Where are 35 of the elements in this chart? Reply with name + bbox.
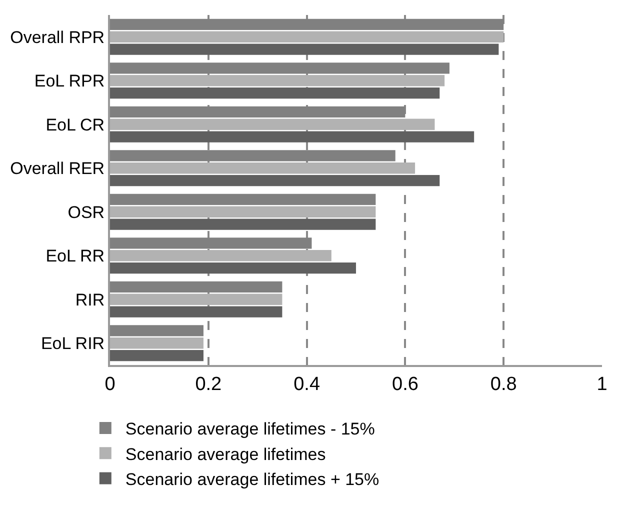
y-tick-label: EoL RR [46,246,105,266]
bar [110,44,499,55]
y-tick-label: EoL RPR [34,72,105,91]
legend-label: Scenario average lifetimes [125,444,326,464]
bar [110,31,504,42]
bar [110,75,445,86]
bar [110,131,474,142]
bar [110,338,204,349]
bar [110,174,440,186]
legend-label: Scenario average lifetimes + 15% [125,470,380,489]
y-tick-label: Overall RER [10,159,105,178]
bar [110,206,376,218]
y-tick-label: Overall RPR [10,28,105,47]
y-tick-label: EoL CR [46,115,105,134]
bar [110,325,204,336]
x-tick-label: 0.4 [294,374,320,395]
bar [110,262,356,274]
y-tick-label: EoL RIR [40,334,105,354]
y-tick-label: RIR [75,290,105,310]
x-tick-label: 0.8 [490,374,517,395]
bar [110,350,204,362]
bar [110,218,376,230]
y-tick-label: OSR [68,202,105,222]
legend-label: Scenario average lifetimes - 15% [125,420,375,439]
bar [110,118,435,130]
bar [110,162,416,174]
x-tick-label: 0 [104,374,116,395]
bar [110,294,282,305]
bar [110,87,440,99]
x-tick-label: 0.2 [195,374,222,395]
bar [110,250,332,262]
bar [110,306,282,318]
x-tick-label: 1 [596,374,608,395]
x-tick-label: 0.6 [392,374,418,395]
bar [110,194,376,206]
